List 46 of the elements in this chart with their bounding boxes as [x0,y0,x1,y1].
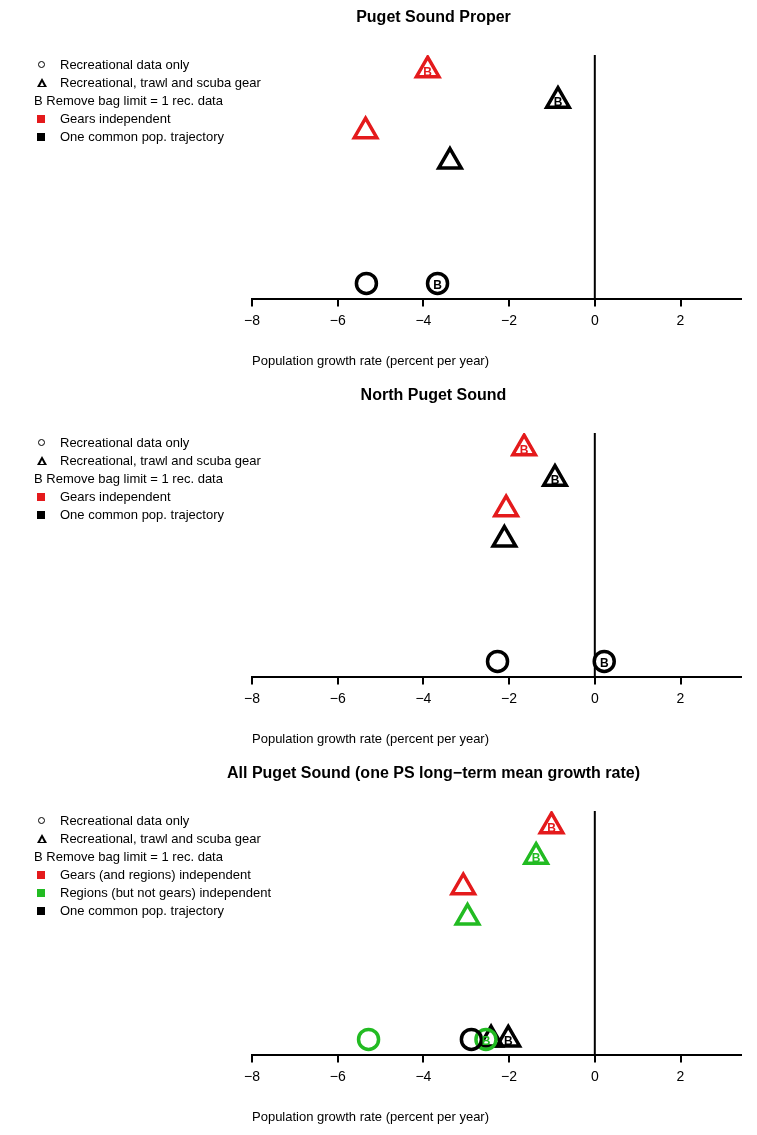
x-tick-label: 0 [590,311,599,328]
x-tick-label: −4 [415,689,432,706]
annotation: Recreational, trawl and scuba gear [60,74,261,92]
chart-title: Puget Sound Proper [355,8,512,26]
x-axis-title: Population growth rate (percent per year) [252,352,490,368]
text: Recreational data only [60,812,190,830]
x-tick-label: 0 [590,689,599,706]
chart-title: North Puget Sound [359,386,508,404]
annotation: Recreational, trawl and scuba gear [60,830,261,848]
annotation: B [599,655,609,670]
text: B Remove bag limit = 1 rec. data [34,92,223,110]
annotation: B [433,277,443,292]
x-tick-label: −6 [329,1067,346,1084]
text: B Remove bag limit = 1 rec. data [34,470,223,488]
text: Gears (and regions) independent [60,866,251,884]
x-tick-label: 2 [676,689,685,706]
annotation: B [553,94,563,109]
x-tick-label: −6 [329,311,346,328]
annotation: B [503,1033,513,1048]
annotation: Regions (but not gears) independent [60,884,272,902]
text: Recreational data only [60,434,190,452]
text: One common pop. trajectory [60,128,225,146]
x-tick-label: 2 [676,1067,685,1084]
x-tick-label: −2 [501,689,518,706]
x-tick-label: −6 [329,689,346,706]
x-axis-title: Population growth rate (percent per year) [252,730,490,746]
x-tick-label: −8 [244,311,261,328]
x-tick-label: −8 [244,689,261,706]
x-tick-label: −4 [415,1067,432,1084]
x-tick-label: 0 [590,1067,599,1084]
x-tick-label: −4 [415,311,432,328]
text: Gears independent [60,110,171,128]
chart-title: All Puget Sound (one PS long−term mean growth rate) [226,764,641,782]
x-tick-label: −2 [501,1067,518,1084]
x-tick-label: 2 [676,311,685,328]
text: Gears independent [60,488,171,506]
text: One common pop. trajectory [60,506,225,524]
text: B Remove bag limit = 1 rec. data [34,848,223,866]
text: Recreational data only [60,56,190,74]
x-tick-label: −8 [244,1067,261,1084]
x-axis-title: Population growth rate (percent per year) [252,1108,490,1124]
annotation: B [531,850,541,865]
annotation: Recreational, trawl and scuba gear [60,452,261,470]
annotation: B [550,472,560,487]
text: One common pop. trajectory [60,902,225,920]
x-tick-label: −2 [501,311,518,328]
